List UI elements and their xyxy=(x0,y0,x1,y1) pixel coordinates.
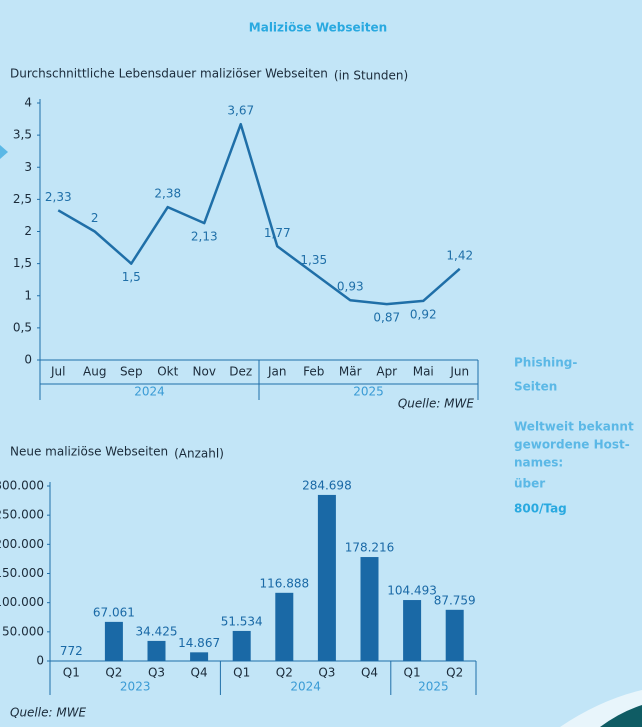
value-label: 87.759 xyxy=(434,593,476,607)
group-label: 2023 xyxy=(120,680,151,694)
sidebar-title: Seiten xyxy=(514,380,557,394)
bar xyxy=(360,557,379,661)
chart-title: Neue maliziöse Webseiten xyxy=(10,445,168,459)
y-tick-label: 300.000 xyxy=(0,479,44,493)
value-label: 2,13 xyxy=(191,230,218,244)
y-tick-label: 2 xyxy=(24,224,32,238)
x-tick-label: Q4 xyxy=(361,666,378,680)
value-label: 772 xyxy=(60,644,83,658)
value-label: 1,77 xyxy=(264,226,291,240)
value-label: 67.061 xyxy=(93,605,135,619)
y-tick-label: 1,5 xyxy=(13,256,32,270)
decor-corner-dark xyxy=(600,705,642,727)
decor-arrow xyxy=(0,145,8,159)
chart-title: Durchschnittliche Lebensdauer maliziöser… xyxy=(10,67,328,81)
sidebar: Phishing- Seiten Weltweit bekannt geword… xyxy=(514,356,634,516)
x-tick-label: Mai xyxy=(413,365,434,379)
value-label: 1,35 xyxy=(300,253,327,267)
y-tick-label: 50.000 xyxy=(2,624,44,638)
x-tick-label: Okt xyxy=(157,365,178,379)
value-label: 3,67 xyxy=(227,104,254,118)
y-tick-label: 150.000 xyxy=(0,566,44,580)
bar xyxy=(403,600,422,661)
value-label: 51.534 xyxy=(221,614,263,628)
x-tick-label: Q4 xyxy=(191,666,208,680)
bar xyxy=(147,640,166,661)
y-tick-label: 250.000 xyxy=(0,508,44,522)
value-label: 14.867 xyxy=(178,636,220,650)
x-tick-label: Nov xyxy=(193,365,216,379)
value-label: 284.698 xyxy=(302,478,352,492)
value-label: 0,87 xyxy=(373,311,400,325)
x-tick-label: Jul xyxy=(50,365,65,379)
sidebar-text: names: xyxy=(514,456,563,470)
x-tick-label: Aug xyxy=(83,365,106,379)
group-label: 2025 xyxy=(353,385,384,399)
value-label: 0,93 xyxy=(337,280,364,294)
y-tick-label: 100.000 xyxy=(0,595,44,609)
bar xyxy=(190,652,209,661)
x-tick-label: Jun xyxy=(449,365,469,379)
group-label: 2024 xyxy=(290,680,321,694)
bar xyxy=(232,630,251,661)
source: Quelle: MWE xyxy=(398,397,475,411)
y-tick-label: 1 xyxy=(24,288,32,302)
x-tick-label: Q2 xyxy=(446,666,463,680)
chart-subtitle: (Anzahl) xyxy=(174,447,224,461)
value-label: 116.888 xyxy=(259,576,309,590)
sidebar-text: gewordene Host- xyxy=(514,438,630,452)
y-tick-label: 0 xyxy=(24,353,32,367)
y-tick-label: 3 xyxy=(24,160,32,174)
value-label: 0,92 xyxy=(410,307,437,321)
value-label: 2 xyxy=(91,211,99,225)
y-tick-label: 0,5 xyxy=(13,320,32,334)
x-tick-label: Mär xyxy=(339,365,362,379)
sidebar-highlight: 800/Tag xyxy=(514,502,567,516)
source: Quelle: MWE xyxy=(10,706,87,720)
x-tick-label: Feb xyxy=(303,365,324,379)
y-tick-label: 0 xyxy=(36,654,44,668)
x-tick-label: Q3 xyxy=(318,666,335,680)
x-tick-label: Sep xyxy=(120,365,143,379)
x-tick-label: Jan xyxy=(267,365,287,379)
y-tick-label: 2,5 xyxy=(13,192,32,206)
main-title: Maliziöse Webseiten xyxy=(249,21,387,35)
chart-subtitle: (in Stunden) xyxy=(334,69,408,83)
x-tick-label: Q2 xyxy=(105,666,122,680)
value-label: 104.493 xyxy=(387,584,437,598)
x-tick-label: Dez xyxy=(229,365,252,379)
y-tick-label: 3,5 xyxy=(13,128,32,142)
group-label: 2025 xyxy=(418,680,449,694)
x-tick-label: Q2 xyxy=(276,666,293,680)
bar xyxy=(104,621,123,661)
sidebar-text: Weltweit bekannt xyxy=(514,420,634,434)
bar xyxy=(317,494,336,661)
value-label: 178.216 xyxy=(345,541,395,555)
sidebar-title: Phishing- xyxy=(514,356,577,370)
value-label: 2,38 xyxy=(154,187,181,201)
value-label: 1,42 xyxy=(446,248,473,262)
value-label: 1,5 xyxy=(122,270,141,284)
x-tick-label: Q3 xyxy=(148,666,165,680)
sidebar-text: über xyxy=(514,477,545,491)
y-tick-label: 4 xyxy=(24,96,32,110)
group-label: 2024 xyxy=(134,385,165,399)
line xyxy=(57,122,461,306)
value-label: 2,33 xyxy=(45,190,72,204)
bar xyxy=(275,592,294,661)
y-tick-label: 200.000 xyxy=(0,537,44,551)
x-tick-label: Apr xyxy=(376,365,397,379)
x-tick-label: Q1 xyxy=(233,666,250,680)
x-tick-label: Q1 xyxy=(63,666,80,680)
x-tick-label: Q1 xyxy=(404,666,421,680)
bar xyxy=(445,609,464,661)
value-label: 34.425 xyxy=(136,624,178,638)
